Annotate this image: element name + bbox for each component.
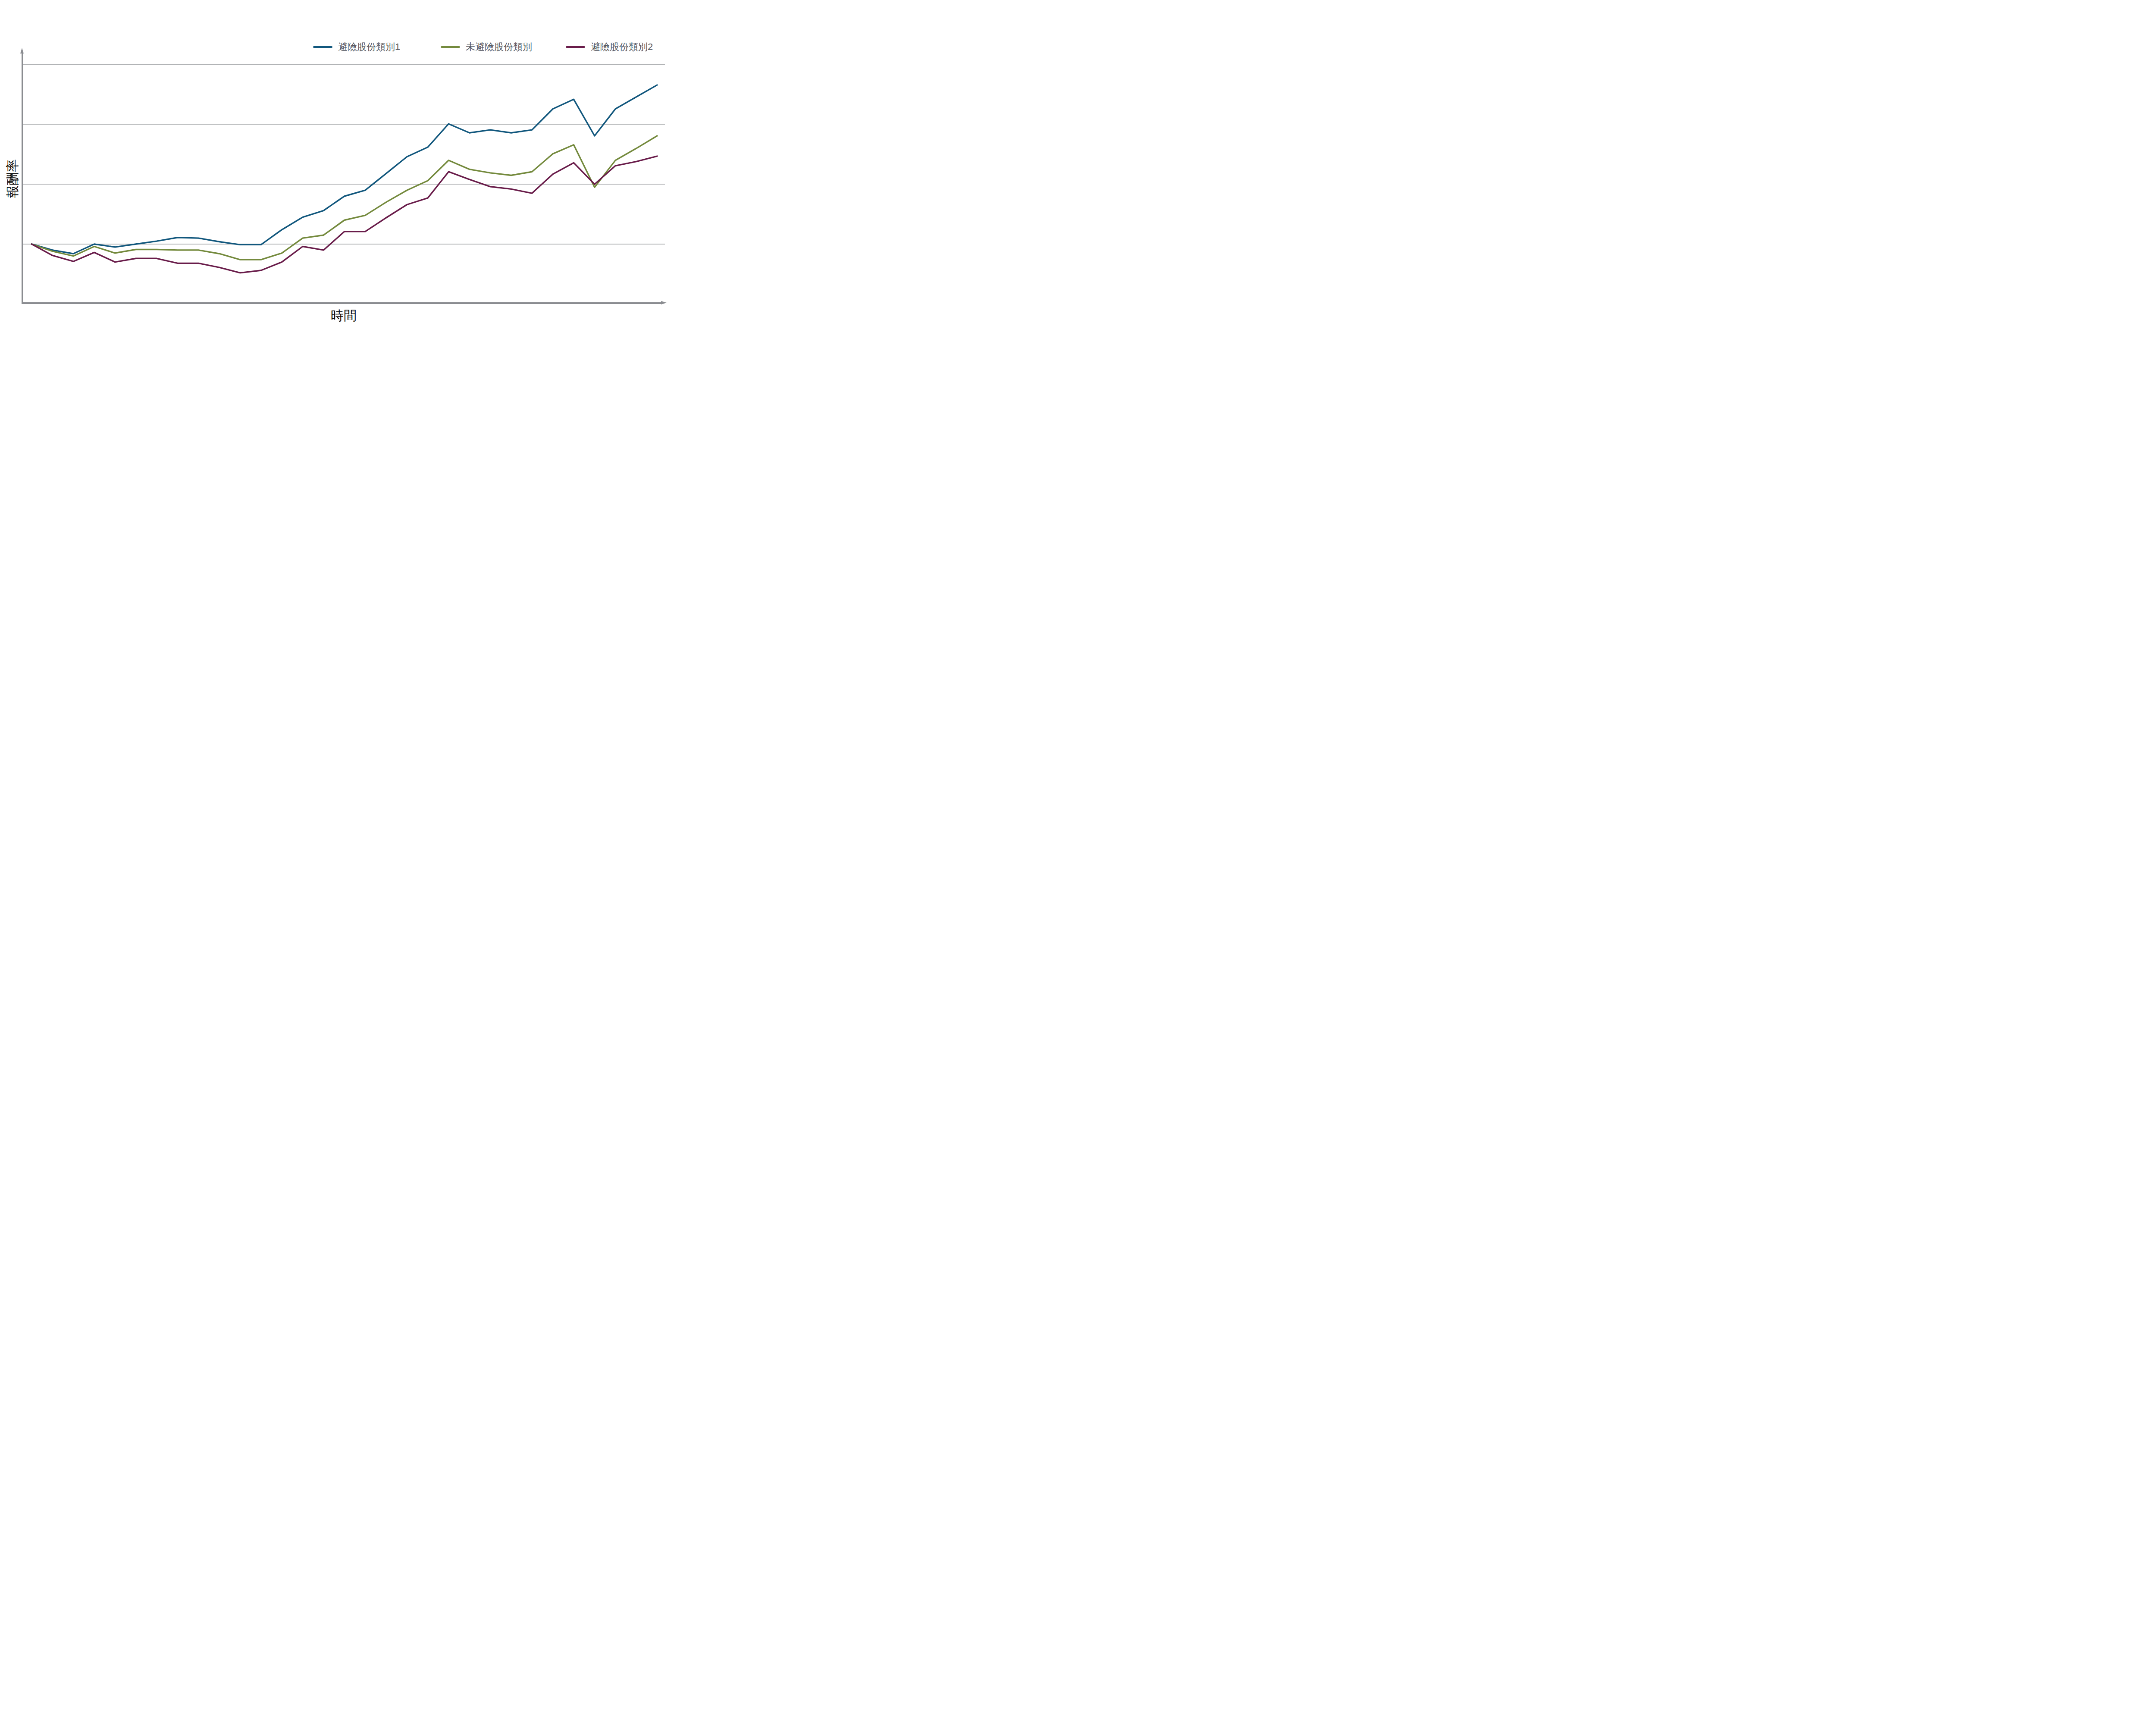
series-line [31,156,657,273]
plot-lines [31,85,657,273]
series-line [31,136,657,260]
line-chart: 避險股份類別1 未避險股份類別 避險股份類別2 報酬率 時間 [0,0,676,380]
series-line [31,85,657,254]
plot-area [0,0,676,380]
